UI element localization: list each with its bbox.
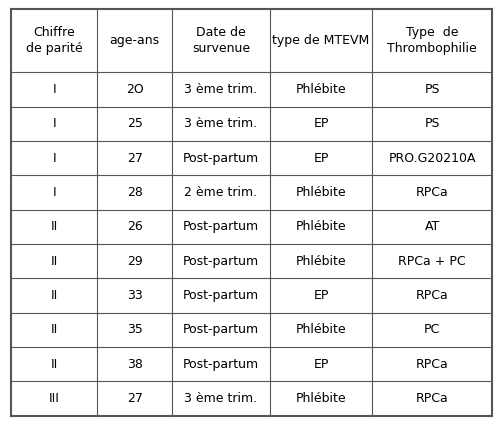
Text: 3 ème trim.: 3 ème trim. xyxy=(185,392,258,405)
Text: EP: EP xyxy=(313,358,328,371)
Text: Phlébite: Phlébite xyxy=(296,83,346,96)
Text: PRO.G20210A: PRO.G20210A xyxy=(388,152,476,164)
Text: II: II xyxy=(50,220,58,233)
Text: Post-partum: Post-partum xyxy=(183,358,259,371)
Text: 3 ème trim.: 3 ème trim. xyxy=(185,117,258,130)
Text: I: I xyxy=(52,83,56,96)
Text: Phlébite: Phlébite xyxy=(296,220,346,233)
Text: PC: PC xyxy=(424,323,440,336)
Text: PS: PS xyxy=(425,117,440,130)
Text: RPCa + PC: RPCa + PC xyxy=(398,255,466,268)
Text: Phlébite: Phlébite xyxy=(296,186,346,199)
Text: type de MTEVM: type de MTEVM xyxy=(272,34,370,47)
Text: Phlébite: Phlébite xyxy=(296,392,346,405)
Text: 27: 27 xyxy=(127,152,143,164)
Text: I: I xyxy=(52,117,56,130)
Text: I: I xyxy=(52,186,56,199)
Text: 35: 35 xyxy=(127,323,143,336)
Text: 2 ème trim.: 2 ème trim. xyxy=(185,186,258,199)
Text: 3 ème trim.: 3 ème trim. xyxy=(185,83,258,96)
Text: EP: EP xyxy=(313,152,328,164)
Text: EP: EP xyxy=(313,117,328,130)
Text: 33: 33 xyxy=(127,289,143,302)
Text: Chiffre
de parité: Chiffre de parité xyxy=(26,26,82,55)
Text: Date de
survenue: Date de survenue xyxy=(192,26,250,55)
Text: Post-partum: Post-partum xyxy=(183,255,259,268)
Text: II: II xyxy=(50,323,58,336)
Text: Post-partum: Post-partum xyxy=(183,323,259,336)
Text: I: I xyxy=(52,152,56,164)
Text: 29: 29 xyxy=(127,255,143,268)
Text: II: II xyxy=(50,255,58,268)
Text: II: II xyxy=(50,358,58,371)
Text: 25: 25 xyxy=(127,117,143,130)
Text: Type  de
Thrombophilie: Type de Thrombophilie xyxy=(387,26,477,55)
Text: Post-partum: Post-partum xyxy=(183,152,259,164)
Text: PS: PS xyxy=(425,83,440,96)
Text: Phlébite: Phlébite xyxy=(296,255,346,268)
Text: Post-partum: Post-partum xyxy=(183,289,259,302)
Text: Post-partum: Post-partum xyxy=(183,220,259,233)
Text: RPCa: RPCa xyxy=(416,358,449,371)
Text: EP: EP xyxy=(313,289,328,302)
Text: II: II xyxy=(50,289,58,302)
Text: 38: 38 xyxy=(127,358,143,371)
Text: Phlébite: Phlébite xyxy=(296,323,346,336)
Text: 26: 26 xyxy=(127,220,143,233)
Text: RPCa: RPCa xyxy=(416,186,449,199)
Text: 28: 28 xyxy=(127,186,143,199)
Text: age-ans: age-ans xyxy=(110,34,160,47)
Text: III: III xyxy=(49,392,59,405)
Text: 2O: 2O xyxy=(126,83,144,96)
Text: RPCa: RPCa xyxy=(416,289,449,302)
Text: RPCa: RPCa xyxy=(416,392,449,405)
Text: AT: AT xyxy=(425,220,440,233)
Text: 27: 27 xyxy=(127,392,143,405)
